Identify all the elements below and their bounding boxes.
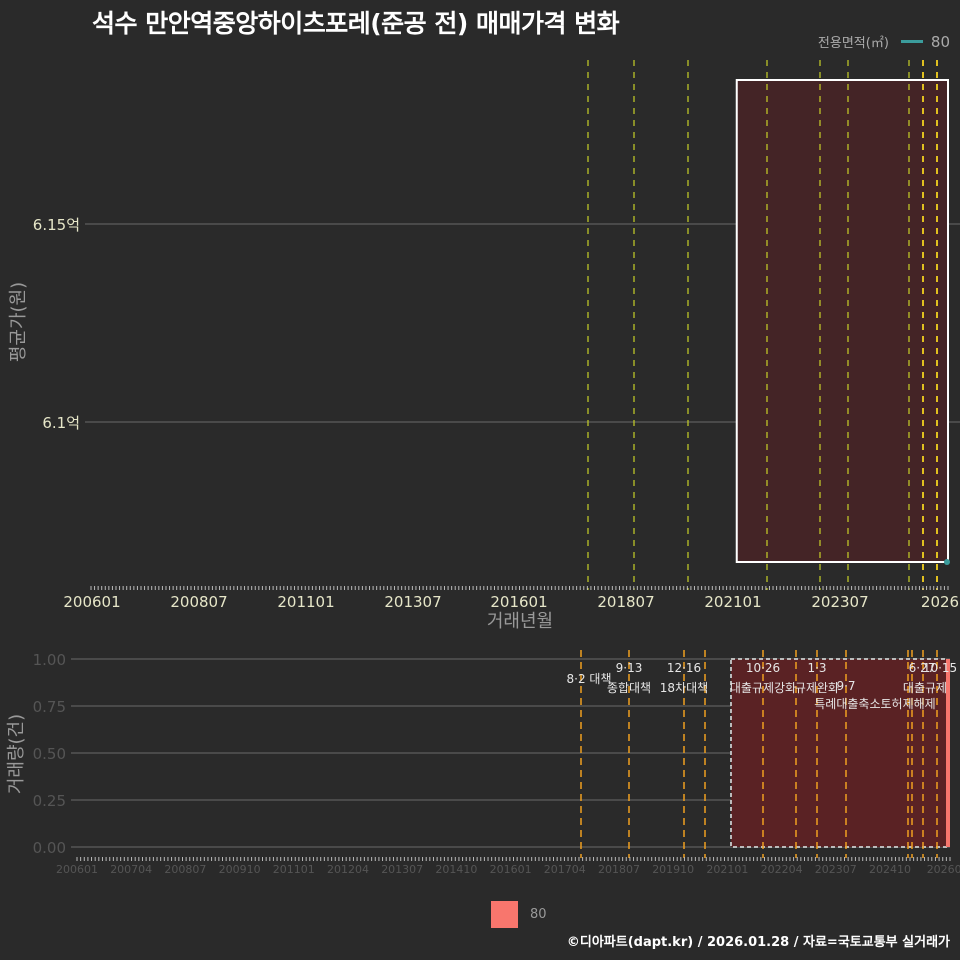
x-tick-label: 201101 [277,593,334,611]
policy-annotation-label: 특례대출축소토허제해제 [814,697,935,711]
legend-fill-swatch [491,901,518,928]
y-tick-label: 0.50 [33,745,66,763]
data-point [944,559,950,565]
x-tick-label: 201807 [597,593,654,611]
y-tick-label: 6.15억 [33,216,80,234]
policy-annotation-date: 9·7 [836,679,855,693]
x-tick-label: 200601 [63,593,120,611]
y-axis-title: 거래량(건) [6,714,27,794]
policy-annotation-label: 규제완화 [795,681,839,695]
x-tick-label: 201601 [490,863,532,876]
x-tick-label: 200601 [56,863,98,876]
legend-bottom-value: 80 [530,907,547,922]
x-tick-label: 202410 [869,863,911,876]
x-tick-label: 200910 [219,863,261,876]
x-tick-label: 201410 [435,863,477,876]
policy-annotation-date: 1·3 [807,661,826,675]
y-tick-label: 0.25 [33,792,66,810]
policy-annotation-label: 종합대책 [607,680,651,695]
x-tick-label: 202101 [706,863,748,876]
policy-annotation-label: 대출규제강화 [730,681,796,695]
chart-canvas: 6.1억 6.15억 200601 200807 201101 201307 201601 2… [0,0,960,960]
x-tick-label: 201307 [381,863,423,876]
policy-annotation-date: 12·16 [667,661,701,675]
y-tick-label: 6.1억 [42,414,80,432]
policy-annotation-date: 10·15 [923,661,957,675]
policy-annotation-label: 18차대책 [660,680,708,695]
policy-annotation-date: 9·13 [616,661,643,675]
x-tick-label: 201601 [490,593,547,611]
x-tick-label: 201807 [598,863,640,876]
policy-annotation-date: 10·26 [746,661,780,675]
y-tick-label: 0.00 [33,839,66,857]
x-tick-label: 201101 [273,863,315,876]
footer-credit: ©디아파트(dapt.kr) / 2026.01.28 / 자료=국토교통부 실… [567,931,950,950]
x-tick-label: 200704 [110,863,152,876]
x-tick-label: 202101 [704,593,761,611]
x-tick-label: 202204 [761,863,803,876]
x-tick-label: 20260 [927,863,960,876]
x-tick-label: 200807 [170,593,227,611]
x-tick-label: 2026 [921,593,959,611]
x-tick-label: 202307 [815,863,857,876]
highlight-period [737,80,948,562]
x-tick-label: 201307 [384,593,441,611]
x-tick-label: 201910 [652,863,694,876]
x-tick-label: 200807 [164,863,206,876]
y-tick-label: 0.75 [33,698,66,716]
y-tick-label: 1.00 [33,651,66,669]
policy-annotation-date: 8·2 대책 [567,671,612,686]
policy-annotation-label: 대출규제 [903,681,947,695]
x-axis-title: 거래년월 [487,611,553,632]
x-tick-label: 202307 [811,593,868,611]
x-tick-label: 201204 [327,863,369,876]
legend-bottom: 80 [491,901,547,928]
y-axis-title: 평균가(원) [8,282,29,362]
x-tick-label: 201704 [544,863,586,876]
